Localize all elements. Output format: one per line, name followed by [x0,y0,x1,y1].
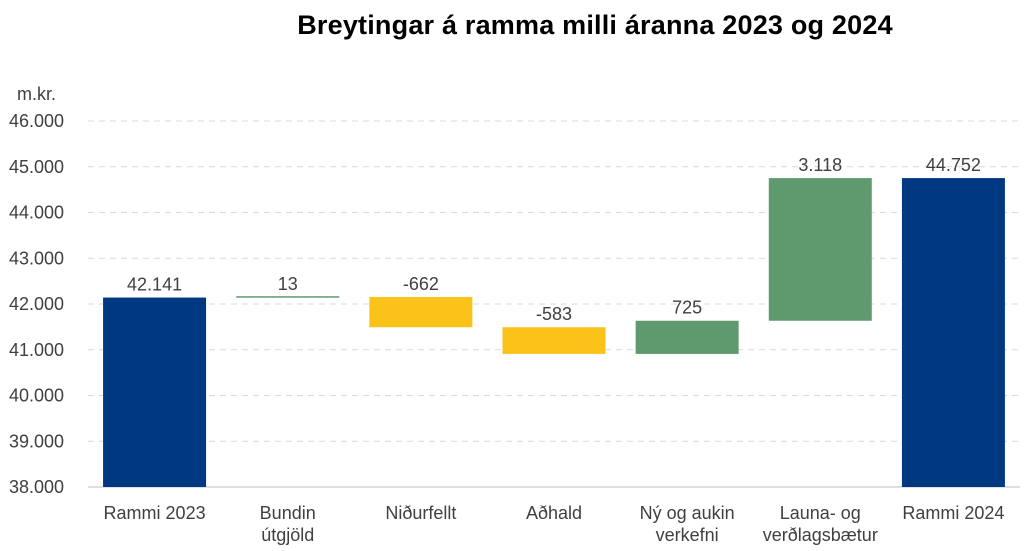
y-tick-label: 43.000 [9,248,64,268]
x-category-label: Rammi 2023 [104,503,206,523]
chart-title: Breytingar á ramma milli áranna 2023 og … [297,10,893,40]
increase-bar [768,178,872,321]
axes: m.kr. 38.000 39.000 40.000 41.000 42.000 43.00… [9,84,1020,497]
y-tick-label: 46.000 [9,111,64,131]
x-category-label: Niðurfellt [385,503,456,523]
y-tick-label: 39.000 [9,431,64,451]
x-category-label: Launa- og [780,503,861,523]
decrease-bar [369,296,473,328]
x-category-label: Aðhald [526,503,582,523]
y-axis-unit-label: m.kr. [17,84,56,104]
data-label: -662 [403,274,439,294]
data-label: -583 [536,304,572,324]
x-category-label: verðlagsbætur [763,525,878,545]
decrease-bar [502,327,606,354]
x-category-label: Bundin [260,503,316,523]
bars [103,178,1005,487]
x-category-label: útgjöld [261,525,314,545]
x-category-label: Ný og aukin [640,503,735,523]
data-label: 44.752 [926,155,981,175]
data-label: 725 [672,298,702,318]
x-category-label: Rammi 2024 [902,503,1004,523]
y-tick-label: 42.000 [9,294,64,314]
increase-bar [236,296,340,298]
gridlines [88,120,1020,442]
x-category-label: verkefni [656,525,719,545]
y-tick-label: 45.000 [9,157,64,177]
total-bar [103,297,207,487]
total-bar [901,178,1005,487]
y-tick-label: 40.000 [9,386,64,406]
data-label: 13 [278,274,298,294]
y-tick-label: 38.000 [9,477,64,497]
y-tick-label: 44.000 [9,203,64,223]
data-label: 3.118 [798,155,842,175]
y-tick-label: 41.000 [9,340,64,360]
data-label: 42.141 [127,275,182,295]
increase-bar [635,320,739,354]
